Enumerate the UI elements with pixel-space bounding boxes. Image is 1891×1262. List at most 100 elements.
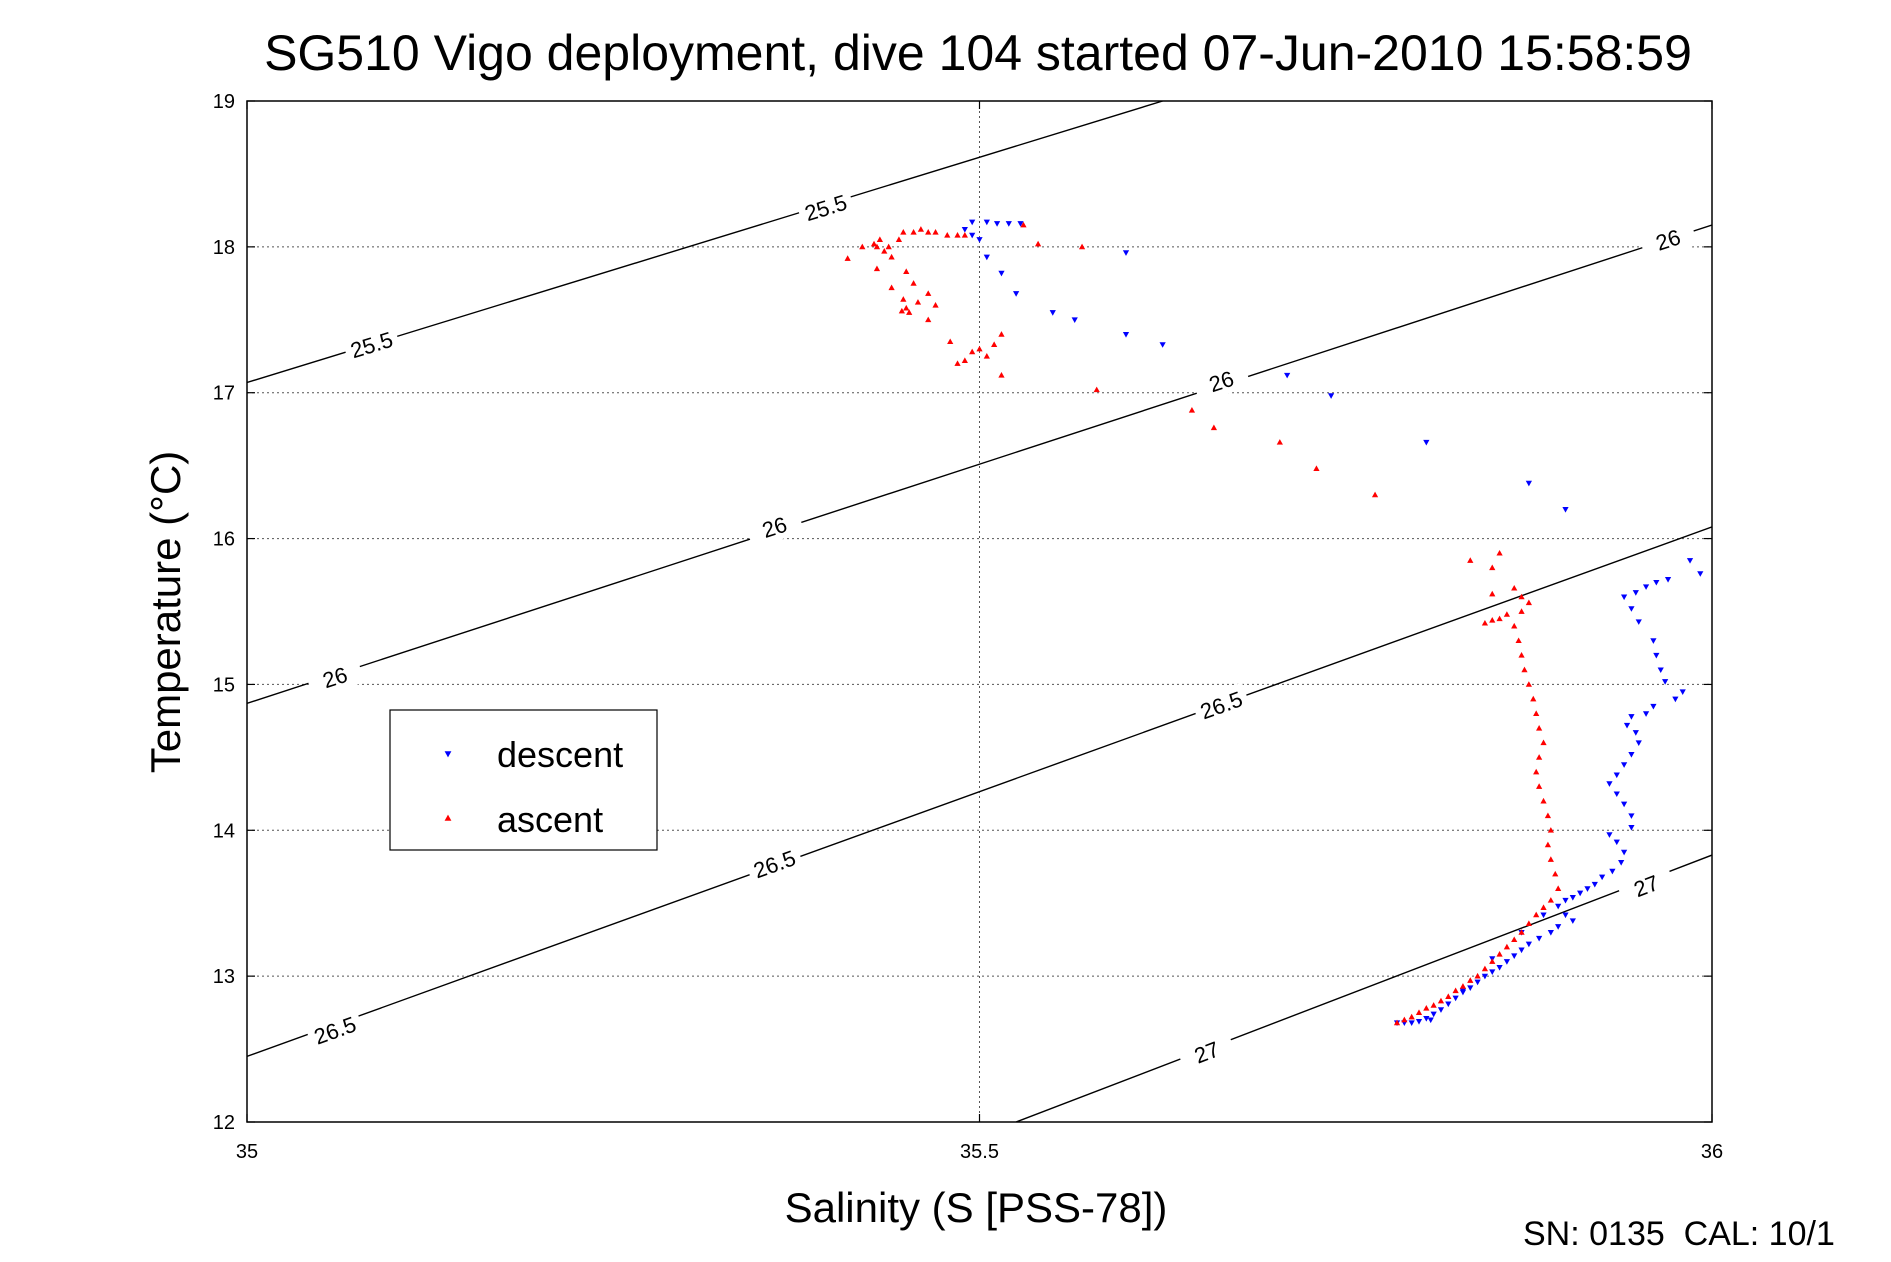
legend-label-ascent: ascent xyxy=(497,799,603,840)
descent-point xyxy=(1547,930,1554,936)
ascent-point xyxy=(1518,608,1525,614)
ascent-point xyxy=(1540,904,1547,910)
descent-point xyxy=(1628,606,1635,612)
descent-point xyxy=(1562,897,1569,904)
ascent-point xyxy=(881,248,888,254)
ascent-point xyxy=(1547,856,1554,862)
serial-calibration-footer: SN: 0135 CAL: 10/1 xyxy=(1523,1215,1835,1253)
ascent-point xyxy=(903,304,910,311)
ascent-point xyxy=(969,348,976,355)
descent-point xyxy=(1620,594,1628,601)
ascent-point xyxy=(885,243,892,250)
grid-lines xyxy=(247,101,1712,1122)
ascent-point xyxy=(925,316,932,323)
contour-label-bg xyxy=(1615,862,1677,909)
descent-point xyxy=(1642,584,1650,590)
contour-label-bg xyxy=(795,186,856,229)
ascent-point xyxy=(932,301,939,308)
ascent-point xyxy=(1415,1009,1423,1015)
ascent-point xyxy=(1489,617,1496,623)
descent-point xyxy=(1599,874,1606,881)
descent-point xyxy=(1623,722,1631,729)
ascent-point xyxy=(954,360,961,366)
contour-label-group: 26 xyxy=(1638,217,1699,262)
descent-point xyxy=(1613,839,1620,846)
ascent-point xyxy=(910,229,917,235)
ascent-point xyxy=(910,280,917,286)
descent-point xyxy=(1628,752,1635,758)
descent-point xyxy=(1628,714,1635,720)
descent-point xyxy=(1437,1007,1445,1013)
descent-point xyxy=(1423,439,1430,446)
descent-point xyxy=(1632,730,1639,736)
contour-label-bg xyxy=(1638,217,1699,262)
ascent-point xyxy=(906,309,913,315)
descent-point xyxy=(1632,590,1639,596)
descent-point xyxy=(1452,995,1459,1002)
descent-point xyxy=(976,237,983,243)
descent-point xyxy=(1430,1011,1437,1018)
ascent-point xyxy=(1536,724,1543,731)
descent-point xyxy=(969,219,976,226)
ascent-point xyxy=(983,353,990,359)
ascent-point xyxy=(932,229,939,235)
descent-point xyxy=(1653,579,1660,586)
descent-point xyxy=(1620,801,1628,808)
descent-point xyxy=(1686,558,1694,564)
ascent-point xyxy=(1445,993,1452,999)
ascent-point xyxy=(844,255,851,261)
ascent-point xyxy=(1210,424,1218,431)
ascent-point xyxy=(1544,812,1552,819)
descent-point xyxy=(1609,868,1616,875)
ascent-point xyxy=(1437,997,1445,1004)
ascent-point xyxy=(1313,465,1320,471)
ascent-point xyxy=(1533,911,1540,918)
ascent-point xyxy=(1452,987,1459,994)
descent-point xyxy=(1650,703,1657,710)
descent-point xyxy=(1518,947,1525,954)
ascent-point xyxy=(1408,1013,1415,1020)
descent-point xyxy=(1562,912,1569,919)
ascent-point xyxy=(1489,564,1496,571)
legend-marker-descent xyxy=(444,751,452,758)
ascent-point xyxy=(1503,943,1511,950)
ascent-point xyxy=(1459,983,1467,989)
descent-point xyxy=(1664,577,1672,583)
chart-title: SG510 Vigo deployment, dive 104 started … xyxy=(264,25,1692,81)
ascent-point xyxy=(1503,611,1511,617)
ascent-point xyxy=(1518,593,1525,600)
legend-label-descent: descent xyxy=(497,734,623,775)
ascent-point xyxy=(1489,590,1496,597)
ascent-point xyxy=(976,345,983,352)
ascent-point xyxy=(873,243,881,250)
ascent-point xyxy=(1533,710,1540,716)
descent-point xyxy=(1481,973,1489,980)
contour-label-bg xyxy=(1176,1029,1237,1075)
descent-point xyxy=(1467,985,1474,992)
ascent-point xyxy=(1020,221,1027,228)
ascent-point xyxy=(998,371,1005,378)
descent-point xyxy=(1613,791,1620,798)
descent-point xyxy=(1503,959,1511,965)
descent-point xyxy=(1284,372,1291,379)
contour-line-26 xyxy=(247,224,1712,705)
ascent-point xyxy=(991,341,998,347)
ascent-point xyxy=(859,243,866,250)
ascent-point xyxy=(1521,666,1528,673)
ascent-point xyxy=(1467,977,1474,983)
x-tick-label: 35 xyxy=(236,1141,258,1163)
descent-point xyxy=(1122,250,1130,256)
ascent-point xyxy=(903,268,910,275)
ascent-point xyxy=(1481,965,1489,972)
y-tick-label: 14 xyxy=(213,820,235,842)
y-tick-label: 18 xyxy=(213,237,235,259)
descent-point xyxy=(1650,638,1657,644)
descent-point xyxy=(1445,1001,1452,1008)
ascent-point xyxy=(961,357,968,364)
ascent-point xyxy=(961,231,968,238)
ascent-point xyxy=(898,307,905,314)
ascent-point xyxy=(1401,1016,1408,1023)
ascent-point xyxy=(1525,920,1532,927)
ascent-point xyxy=(1547,897,1554,903)
